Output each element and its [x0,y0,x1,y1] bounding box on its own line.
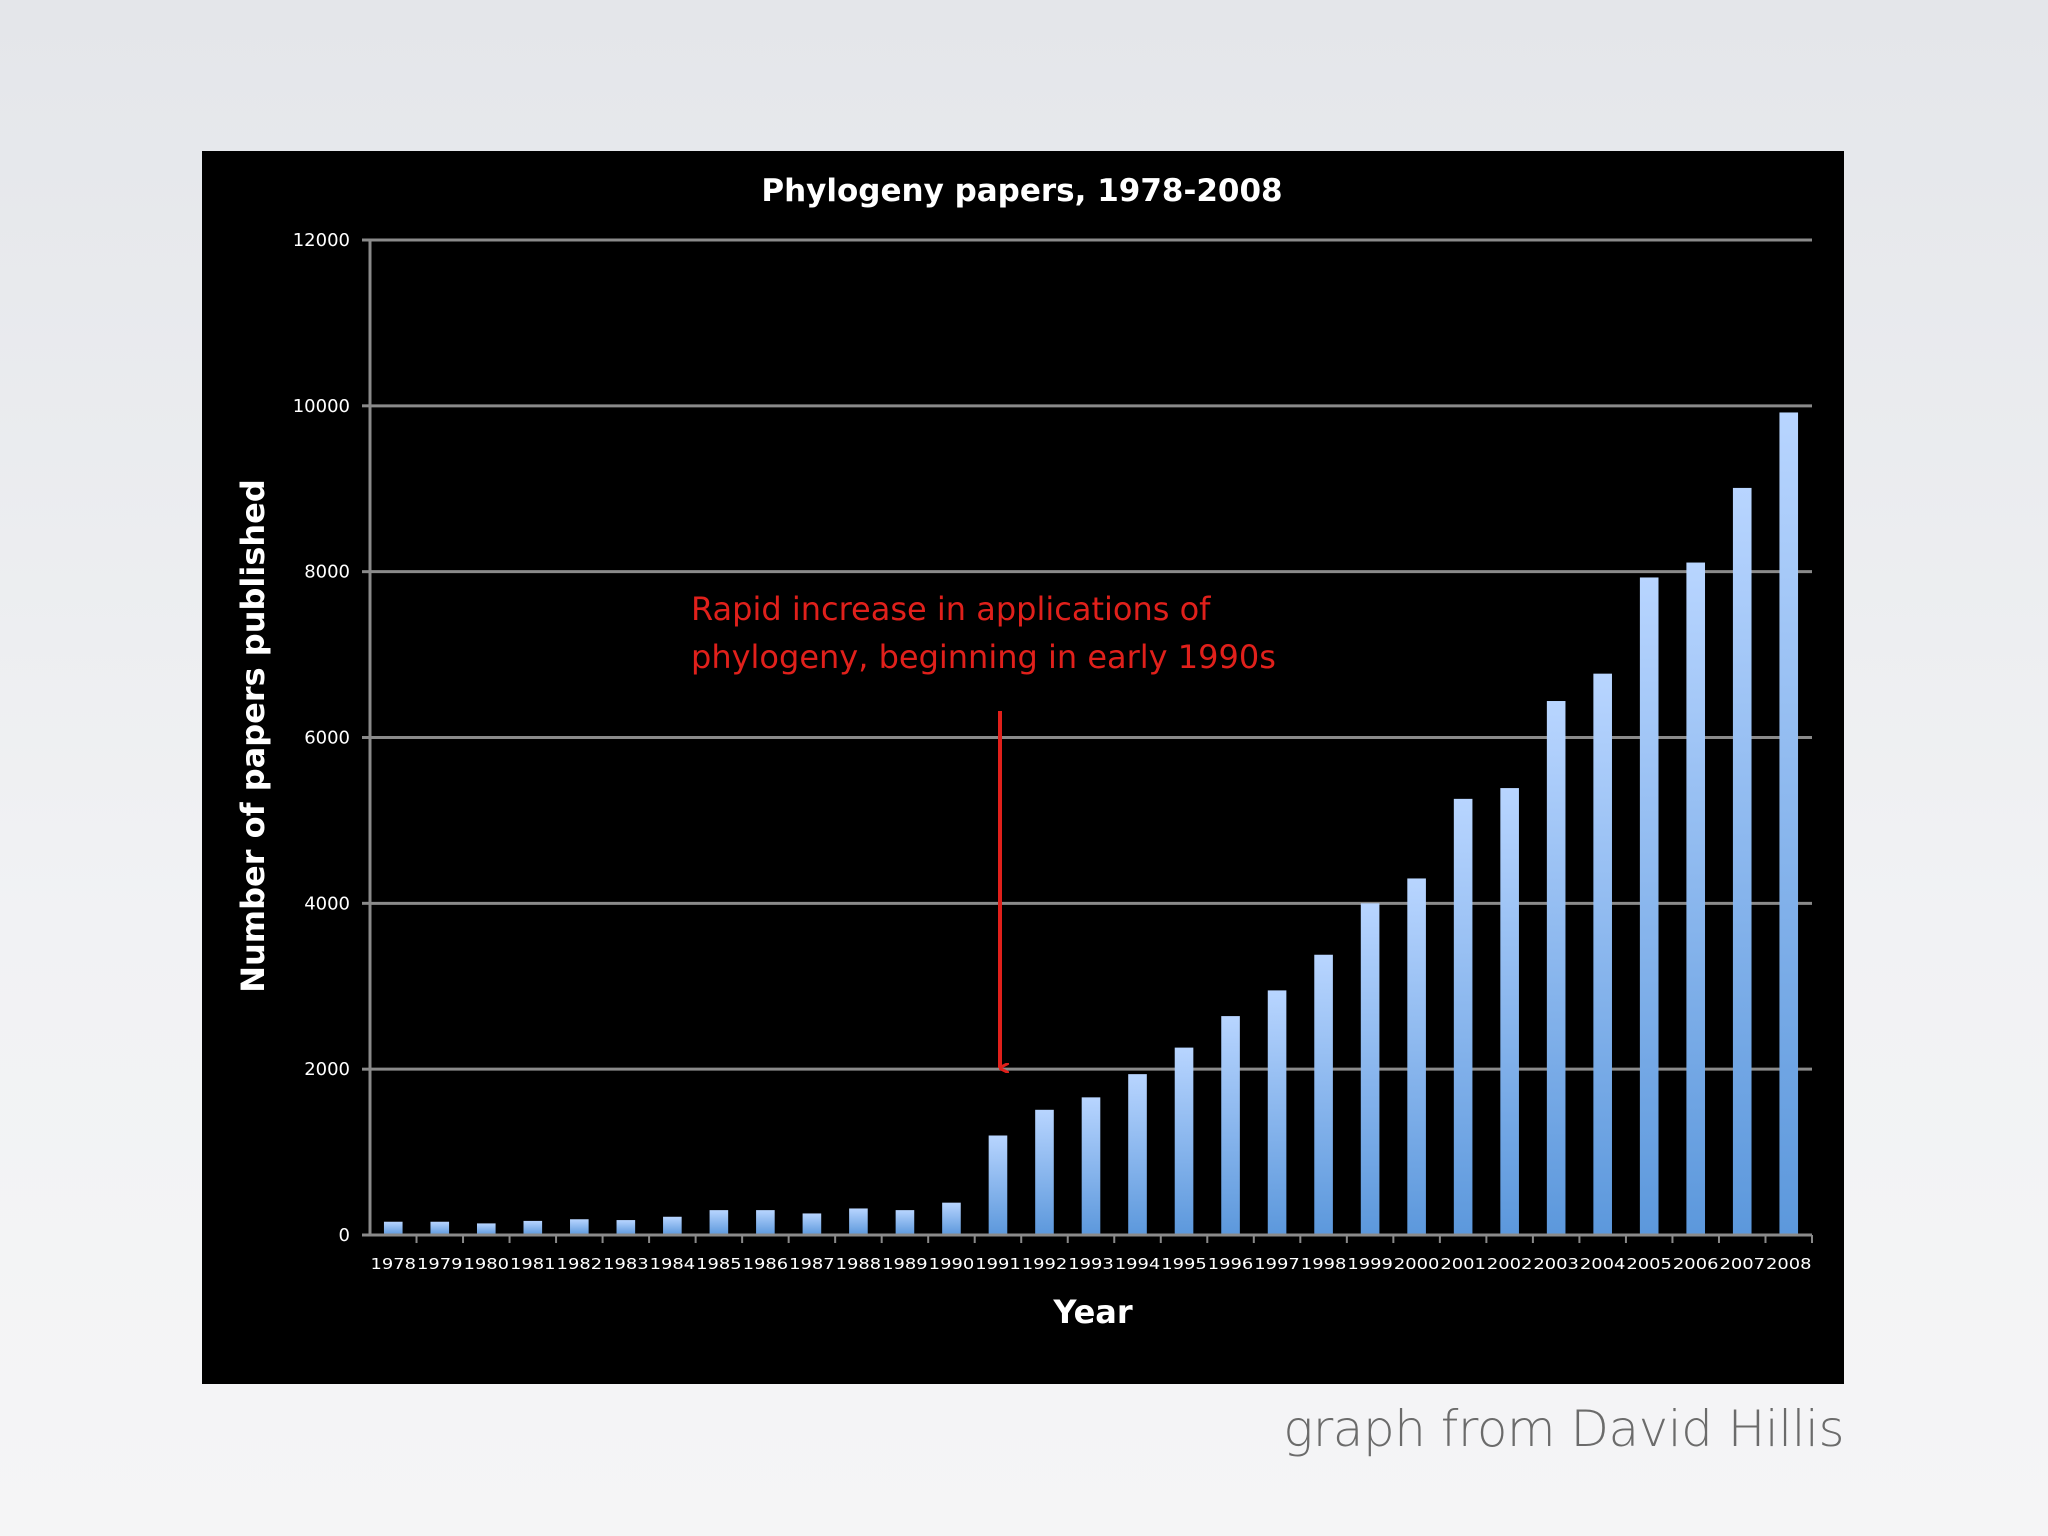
bar-1993 [1081,1097,1101,1235]
bar-1991 [988,1135,1008,1235]
y-tick-label: 0 [339,1225,350,1246]
x-tick-label-2004: 2004 [1580,1255,1626,1273]
x-tick-label-1994: 1994 [1115,1255,1161,1273]
x-tick-label-1988: 1988 [836,1255,882,1273]
chart-title: Phylogeny papers, 1978-2008 [761,173,1282,209]
x-axis-title: Year [1052,1293,1133,1331]
bar-1984 [663,1216,682,1235]
x-tick-label-2007: 2007 [1719,1255,1765,1273]
x-tick-label-1979: 1979 [417,1255,463,1273]
x-tick-label-1980: 1980 [464,1255,510,1273]
bar-1992 [1035,1109,1054,1235]
bar-1979 [430,1221,450,1235]
x-tick-label-2003: 2003 [1533,1255,1579,1273]
annotation: Rapid increase in applications of phylog… [691,590,1276,1068]
x-tick-label-2008: 2008 [1766,1255,1812,1273]
x-tick-label-1989: 1989 [882,1255,928,1273]
bar-2006 [1686,562,1706,1235]
bar-2001 [1453,798,1473,1235]
y-tick-label: 4000 [304,893,350,914]
x-tick-label-1992: 1992 [1022,1255,1068,1273]
y-axis-title: Number of papers published [234,479,272,993]
bar-1987 [802,1213,822,1235]
bar-2003 [1546,701,1566,1235]
x-tick-label-1997: 1997 [1254,1255,1300,1273]
bar-1990 [942,1202,961,1235]
bar-1980 [476,1223,496,1235]
y-tick-label: 10000 [293,396,350,417]
annotation-line-1: Rapid increase in applications of [691,590,1211,628]
x-tick-label-1982: 1982 [557,1255,603,1273]
bars [383,412,1799,1235]
x-tick-label-1999: 1999 [1347,1255,1393,1273]
x-tick-label-1991: 1991 [975,1255,1021,1273]
bar-1989 [895,1210,915,1235]
x-tick-label-2002: 2002 [1487,1255,1533,1273]
x-tick-label-1986: 1986 [743,1255,789,1273]
bar-1978 [383,1221,403,1235]
x-tick-label-1990: 1990 [929,1255,975,1273]
annotation-line-2: phylogeny, beginning in early 1990s [691,638,1276,676]
x-tick-label-1995: 1995 [1161,1255,1207,1273]
y-tick-label: 8000 [304,562,350,583]
x-tick-label-1985: 1985 [696,1255,742,1273]
y-tick-label: 12000 [293,230,350,251]
bar-1994 [1128,1074,1147,1235]
bar-1995 [1174,1047,1194,1235]
bar-1982 [570,1219,589,1235]
bar-1983 [616,1220,636,1235]
x-tick-label-2005: 2005 [1626,1255,1672,1273]
x-tick-label-1998: 1998 [1301,1255,1347,1273]
bar-1996 [1221,1016,1240,1235]
x-tick-label-1983: 1983 [603,1255,649,1273]
x-tick-label-1996: 1996 [1208,1255,1254,1273]
x-tick-label-1981: 1981 [510,1255,556,1273]
bar-1997 [1267,990,1287,1235]
bar-1988 [849,1208,868,1235]
bar-1985 [709,1210,729,1235]
bar-2000 [1407,878,1426,1235]
bar-1986 [756,1210,775,1235]
x-tick-label-1984: 1984 [650,1255,696,1273]
chart-panel: 0 2000 4000 6000 8000 10000 12000 1978 1979 1980 1… [202,151,1844,1384]
bar-1981 [523,1220,543,1235]
bar-2005 [1639,577,1659,1235]
x-tick-label-1987: 1987 [789,1255,835,1273]
x-tick-label-2001: 2001 [1440,1255,1486,1273]
bar-1999 [1360,903,1380,1235]
gridlines [370,238,1812,1071]
x-tick-label-2006: 2006 [1673,1255,1719,1273]
bar-2002 [1500,788,1519,1235]
y-tick-label: 6000 [304,728,350,749]
credit-caption: graph from David Hillis [1283,1400,1844,1458]
x-tick-label-1978: 1978 [371,1255,417,1273]
y-tick-label: 2000 [304,1059,350,1080]
bar-2004 [1593,673,1612,1235]
bar-2007 [1732,487,1752,1235]
bar-2008 [1779,412,1799,1235]
x-tick-label-1993: 1993 [1068,1255,1114,1273]
bar-1998 [1314,954,1333,1235]
x-tick-label-2000: 2000 [1394,1255,1440,1273]
